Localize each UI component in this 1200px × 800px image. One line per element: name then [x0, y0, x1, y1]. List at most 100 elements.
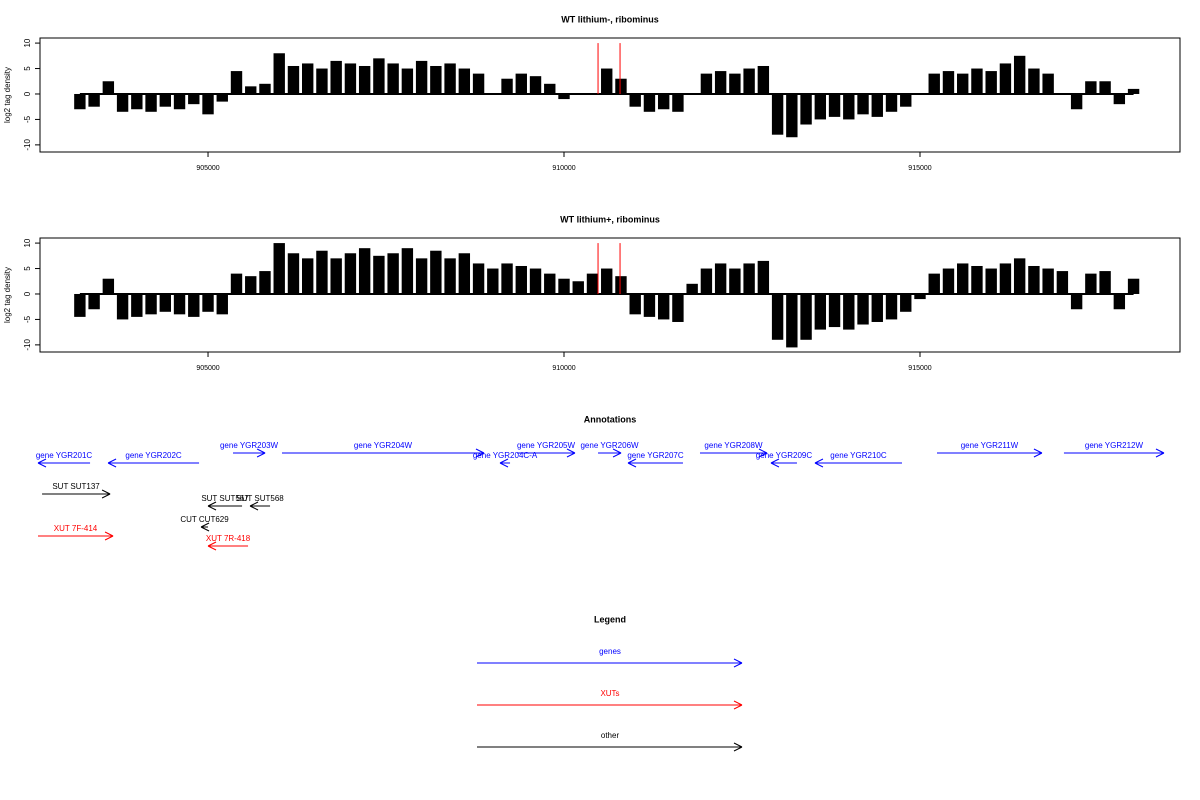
bar — [999, 263, 1012, 294]
arrow-part — [758, 452, 768, 458]
bar — [259, 83, 271, 94]
feature-arrow — [107, 458, 200, 468]
bar — [615, 78, 627, 94]
y-tick-label: -5 — [23, 115, 32, 123]
bar — [957, 263, 969, 294]
bar — [472, 73, 485, 94]
feature-label: SUT SUT137 — [52, 482, 100, 491]
bar — [558, 278, 570, 294]
bar — [1099, 271, 1111, 294]
arrow-part — [499, 462, 509, 468]
bar — [572, 281, 584, 294]
arrow-part — [37, 462, 47, 468]
y-tick-label: 5 — [23, 66, 32, 71]
bar — [657, 93, 670, 110]
bar — [116, 93, 129, 112]
bar — [415, 258, 428, 294]
arrow-part — [207, 501, 217, 507]
bar — [102, 81, 115, 94]
bar — [401, 68, 414, 94]
y-tick-label: 5 — [23, 266, 32, 271]
feature-arrow — [37, 458, 91, 468]
arrow-part — [1155, 452, 1165, 458]
bar — [501, 78, 513, 94]
legend-label: other — [601, 731, 620, 740]
feature-arrow — [598, 448, 622, 458]
arrow-part — [733, 662, 743, 668]
arrow-part — [770, 462, 780, 468]
bar — [957, 73, 969, 94]
bar — [387, 253, 399, 294]
bar — [287, 253, 300, 294]
feature-arrow — [499, 458, 511, 468]
bar — [629, 293, 641, 315]
bar — [800, 93, 812, 125]
arrow-part — [200, 526, 210, 532]
bar — [487, 268, 499, 294]
feature-label: SUT SUT567 — [201, 494, 249, 503]
arrow-part — [1033, 448, 1043, 454]
bar — [643, 293, 656, 317]
arrow-part — [107, 462, 117, 468]
bar — [714, 263, 727, 294]
bar — [885, 93, 898, 112]
bar — [430, 250, 442, 294]
y-tick-label: 0 — [23, 91, 32, 96]
bar — [1085, 273, 1097, 294]
bar — [601, 68, 613, 94]
arrow-part — [566, 452, 576, 458]
feature-label: gene YGR211W — [961, 441, 1019, 450]
bar — [757, 65, 770, 94]
bar — [159, 93, 172, 107]
bar — [971, 265, 983, 294]
bar — [814, 93, 827, 120]
arrow-part — [612, 448, 622, 454]
feature-arrow — [233, 448, 266, 458]
bar — [757, 260, 770, 294]
feature-label: XUT 7R-418 — [206, 534, 251, 543]
arrow-part — [249, 501, 259, 507]
feature-arrow — [627, 458, 683, 468]
legend-arrow — [477, 658, 743, 668]
feature-arrow — [770, 458, 797, 468]
feature-label: gene YGR204W — [354, 441, 413, 450]
bar — [942, 268, 955, 294]
feature-label: gene YGR209C — [756, 451, 813, 460]
bar — [287, 65, 300, 94]
bar — [544, 273, 556, 294]
bar — [145, 293, 157, 315]
bar — [629, 93, 641, 107]
feature-arrow — [517, 448, 576, 458]
arrow-part — [37, 458, 47, 464]
bar — [615, 276, 627, 294]
bar — [245, 86, 257, 94]
bar — [1028, 68, 1040, 94]
feature-label: CUT CUT629 — [180, 515, 229, 524]
bar — [800, 293, 812, 340]
bar — [216, 93, 228, 102]
bar — [1042, 73, 1054, 94]
bar — [302, 258, 314, 294]
legend-arrow — [477, 742, 743, 752]
arrow-part — [256, 448, 266, 454]
feature-arrow — [1063, 448, 1165, 458]
bar — [871, 93, 883, 117]
bar — [1013, 55, 1026, 94]
bar — [928, 273, 940, 294]
arrow-part — [814, 462, 824, 468]
bar — [1013, 258, 1026, 294]
feature-label: gene YGR205W — [517, 441, 576, 450]
x-tick-label: 910000 — [552, 165, 575, 172]
bar — [116, 293, 129, 320]
arrow-part — [499, 458, 509, 464]
panel-title: WT lithium-, ribominus — [561, 14, 659, 24]
bar — [444, 63, 456, 94]
bar — [942, 71, 955, 94]
bar — [743, 263, 755, 294]
bar — [316, 250, 328, 294]
bar — [586, 273, 599, 294]
bar — [900, 93, 912, 107]
bar — [188, 93, 200, 105]
bar — [985, 71, 997, 94]
feature-arrow — [249, 501, 271, 511]
